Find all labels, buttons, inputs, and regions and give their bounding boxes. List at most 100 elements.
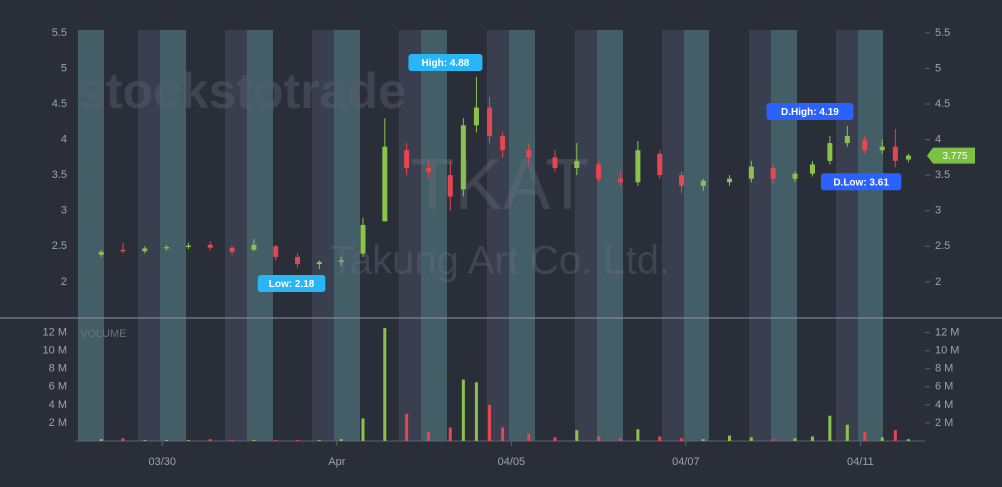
volume-tick-label: 12 M xyxy=(935,327,959,339)
volume-bar xyxy=(553,437,557,441)
candle-body xyxy=(404,150,410,169)
volume-bar xyxy=(461,379,465,441)
session-band xyxy=(399,30,421,441)
annotation-callout xyxy=(766,103,854,121)
annotation-label: High: 4.88 xyxy=(422,58,470,69)
candle-body xyxy=(295,256,301,265)
session-band xyxy=(597,30,623,441)
volume-bar xyxy=(728,435,732,441)
volume-bar xyxy=(339,439,343,441)
candle-body xyxy=(862,139,868,151)
volume-bar xyxy=(501,427,505,441)
y-tick-label: 4 xyxy=(935,133,941,145)
volume-bar xyxy=(99,439,103,441)
candle-body xyxy=(487,107,493,137)
volume-tick-label: 12 M xyxy=(43,327,67,339)
candle-body xyxy=(526,150,532,158)
y-tick-label: 3 xyxy=(935,205,941,217)
candle-body xyxy=(657,153,663,176)
session-band xyxy=(138,30,160,441)
candle-body xyxy=(164,246,170,249)
candle-body xyxy=(596,164,602,179)
session-band xyxy=(771,30,797,441)
candle-body xyxy=(617,178,623,183)
volume-bar xyxy=(636,429,640,441)
session-band xyxy=(857,30,883,441)
watermark-ticker: TKAT xyxy=(411,145,590,225)
last-price-label: 3.775 xyxy=(942,151,967,162)
annotation-label: D.High: 4.19 xyxy=(781,107,839,118)
candle-body xyxy=(316,261,322,265)
candle-body xyxy=(98,251,104,255)
candle-body xyxy=(792,173,798,179)
volume-bar xyxy=(863,431,867,441)
candle-body xyxy=(185,245,191,247)
volume-bar xyxy=(527,433,531,441)
annotation-callout xyxy=(820,173,902,191)
candle-body xyxy=(905,155,911,160)
volume-bar xyxy=(597,436,601,441)
annotation-callout xyxy=(257,275,326,293)
volume-tick-label: 10 M xyxy=(43,345,67,357)
x-tick-label: Apr xyxy=(328,456,345,468)
candle-body xyxy=(844,136,850,144)
y-tick-label: 2 xyxy=(61,276,67,288)
candle-body xyxy=(473,107,479,126)
volume-bar xyxy=(405,413,409,441)
candle-body xyxy=(700,180,706,186)
session-band xyxy=(160,30,186,441)
watermark-company: Takung Art Co. Ltd. xyxy=(330,239,670,283)
volume-bar xyxy=(448,427,452,441)
volume-bar xyxy=(426,431,430,441)
candle-body xyxy=(460,125,466,190)
session-band xyxy=(662,30,684,441)
volume-bar xyxy=(810,436,814,441)
volume-bar xyxy=(880,437,884,441)
volume-bar xyxy=(893,430,897,441)
watermark-brand: stockstotrade xyxy=(78,63,406,119)
candle-body xyxy=(879,146,885,151)
volume-tick-label: 2 M xyxy=(935,417,953,429)
session-band xyxy=(836,30,858,441)
volume-bar xyxy=(828,415,832,441)
volume-bar xyxy=(680,438,684,441)
volume-bar xyxy=(274,440,278,441)
y-tick-label: 5.5 xyxy=(52,27,67,39)
volume-bar xyxy=(488,404,492,441)
volume-tick-label: 4 M xyxy=(935,399,953,411)
volume-bar xyxy=(618,438,622,441)
annotation-callout xyxy=(408,53,483,71)
session-band xyxy=(487,30,509,441)
candle-body xyxy=(382,146,388,222)
volume-bar xyxy=(906,439,910,441)
session-band xyxy=(225,30,247,441)
session-band xyxy=(421,30,447,441)
session-band xyxy=(78,30,104,441)
volume-bar xyxy=(383,328,387,441)
candle-body xyxy=(809,164,815,174)
y-tick-label: 4 xyxy=(61,133,67,145)
session-band xyxy=(509,30,535,441)
volume-bar xyxy=(658,436,662,441)
candle-body xyxy=(229,247,235,252)
y-tick-label: 5 xyxy=(61,62,67,74)
candle-body xyxy=(500,136,506,151)
candle-body xyxy=(273,246,279,257)
volume-bar xyxy=(749,437,753,441)
y-tick-label: 2 xyxy=(935,276,941,288)
last-price-tag xyxy=(927,147,975,164)
x-tick-label: 04/07 xyxy=(672,456,700,468)
volume-bar xyxy=(121,438,125,441)
y-tick-label: 3.5 xyxy=(52,169,67,181)
y-tick-label: 5 xyxy=(935,62,941,74)
volume-bar xyxy=(361,418,365,441)
volume-bar xyxy=(296,440,300,441)
volume-bar xyxy=(208,439,212,441)
x-tick-label: 04/11 xyxy=(847,456,874,468)
session-band xyxy=(312,30,334,441)
session-band xyxy=(683,30,709,441)
candle-body xyxy=(338,260,344,262)
candle-body xyxy=(635,150,641,183)
session-band xyxy=(575,30,597,441)
volume-bar xyxy=(771,439,775,441)
